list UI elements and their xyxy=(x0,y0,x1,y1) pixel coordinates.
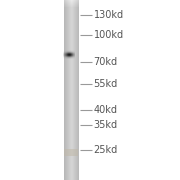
Bar xyxy=(64,148,78,156)
Text: 70kd: 70kd xyxy=(94,57,118,67)
Text: 25kd: 25kd xyxy=(94,145,118,155)
Text: 55kd: 55kd xyxy=(94,79,118,89)
Text: 35kd: 35kd xyxy=(94,120,118,130)
Text: 40kd: 40kd xyxy=(94,105,118,115)
Text: 130kd: 130kd xyxy=(94,10,124,20)
Text: 100kd: 100kd xyxy=(94,30,124,40)
